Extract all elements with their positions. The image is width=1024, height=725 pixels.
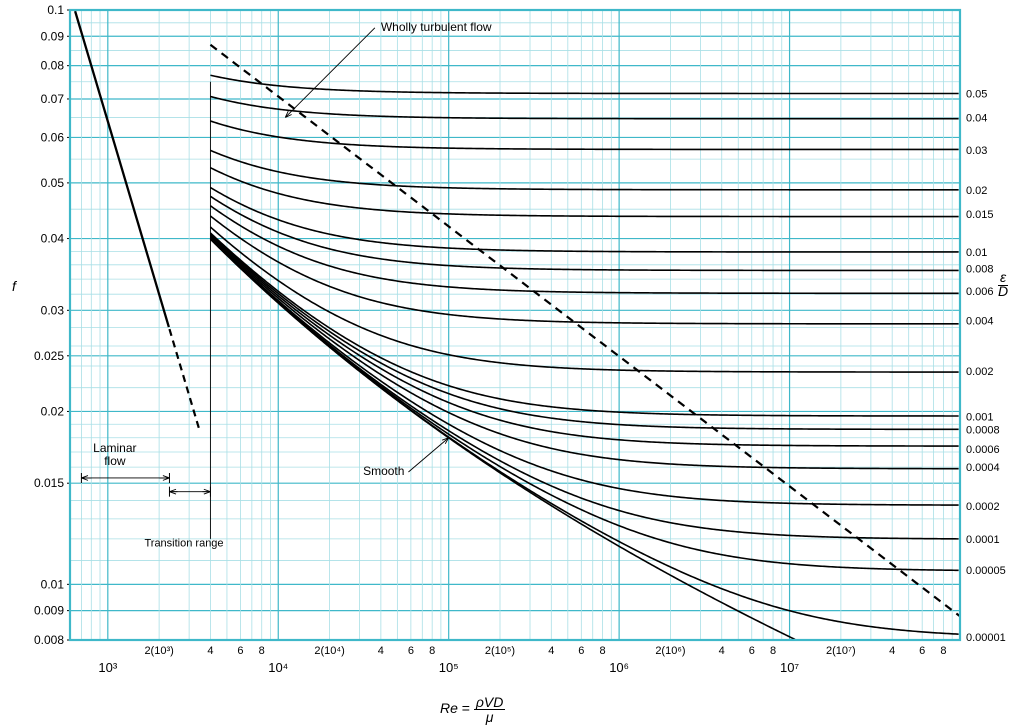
x-minor-label: 6 — [578, 645, 584, 657]
roughness-label: 0.0002 — [966, 501, 1000, 513]
roughness-label: 0.0001 — [966, 534, 1000, 546]
y-tick-label: 0.05 — [41, 176, 65, 190]
roughness-label: 0.006 — [966, 286, 994, 298]
x-minor-label: 8 — [940, 645, 946, 657]
x-minor-label: 4 — [548, 645, 554, 657]
y-tick-label: 0.008 — [34, 633, 64, 647]
y-tick-label: 0.009 — [34, 604, 64, 618]
x-minor-label: 8 — [259, 645, 265, 657]
roughness-label: 0.00001 — [966, 632, 1006, 644]
roughness-label: 0.03 — [966, 145, 987, 157]
x-minor-label: 6 — [237, 645, 243, 657]
x-minor-label: 8 — [600, 645, 606, 657]
roughness-label: 0.001 — [966, 411, 994, 423]
x-minor-label: 8 — [770, 645, 776, 657]
roughness-label: 0.0004 — [966, 462, 1000, 474]
x-minor-label: 2(10⁴) — [314, 645, 344, 657]
y-tick-label: 0.07 — [41, 92, 65, 106]
x-minor-label: 6 — [749, 645, 755, 657]
roughness-label: 0.01 — [966, 247, 987, 259]
right-axis-title: ε D — [998, 270, 1008, 298]
roughness-label: 0.02 — [966, 185, 987, 197]
x-minor-label: 6 — [408, 645, 414, 657]
x-minor-label: 2(10⁶) — [655, 645, 685, 657]
moody-diagram: 0.05 0.04 0.03 0.02 0.015 0.01 0.008 0.006 0.004… — [0, 0, 1024, 723]
x-minor-label: 2(10⁷) — [826, 645, 856, 657]
y-tick-label: 0.04 — [41, 232, 65, 246]
x-minor-label: 4 — [719, 645, 725, 657]
annot-laminar: Laminar — [93, 441, 136, 455]
roughness-label: 0.015 — [966, 209, 994, 221]
y-tick-label: 0.025 — [34, 349, 64, 363]
y-tick-label: 0.03 — [41, 303, 65, 317]
x-minor-label: 4 — [378, 645, 384, 657]
roughness-label: 0.00005 — [966, 565, 1006, 577]
roughness-label: 0.0006 — [966, 444, 1000, 456]
x-minor-label: 2(10³) — [144, 645, 173, 657]
annot-wholly-turbulent: Wholly turbulent flow — [381, 20, 492, 34]
annot-smooth: Smooth — [363, 464, 404, 478]
y-tick-label: 0.09 — [41, 29, 65, 43]
y-axis-title: f — [12, 278, 16, 294]
x-minor-label: 2(10⁵) — [485, 645, 515, 657]
roughness-label: 0.0008 — [966, 425, 1000, 437]
y-tick-label: 0.01 — [41, 577, 65, 591]
annot-transition: Transition range — [144, 538, 223, 550]
y-tick-label: 0.1 — [47, 3, 64, 17]
roughness-label: 0.008 — [966, 263, 994, 275]
x-minor-label: 6 — [919, 645, 925, 657]
x-major-label: 10⁷ — [780, 660, 799, 675]
y-tick-label: 0.02 — [41, 404, 65, 418]
svg-text:flow: flow — [104, 454, 126, 468]
y-tick-label: 0.08 — [41, 59, 65, 73]
x-minor-label: 4 — [207, 645, 213, 657]
x-major-label: 10⁴ — [268, 660, 288, 675]
x-minor-label: 8 — [429, 645, 435, 657]
x-axis-title: Re = ρVD μ — [440, 695, 505, 724]
roughness-label: 0.05 — [966, 89, 987, 101]
y-tick-label: 0.06 — [41, 130, 65, 144]
roughness-label: 0.004 — [966, 315, 994, 327]
x-major-label: 10³ — [98, 660, 117, 675]
roughness-label: 0.002 — [966, 366, 994, 378]
roughness-label: 0.04 — [966, 112, 987, 124]
x-major-label: 10⁶ — [609, 660, 629, 675]
x-major-label: 10⁵ — [439, 660, 459, 675]
y-tick-label: 0.015 — [34, 476, 64, 490]
x-minor-label: 4 — [889, 645, 895, 657]
